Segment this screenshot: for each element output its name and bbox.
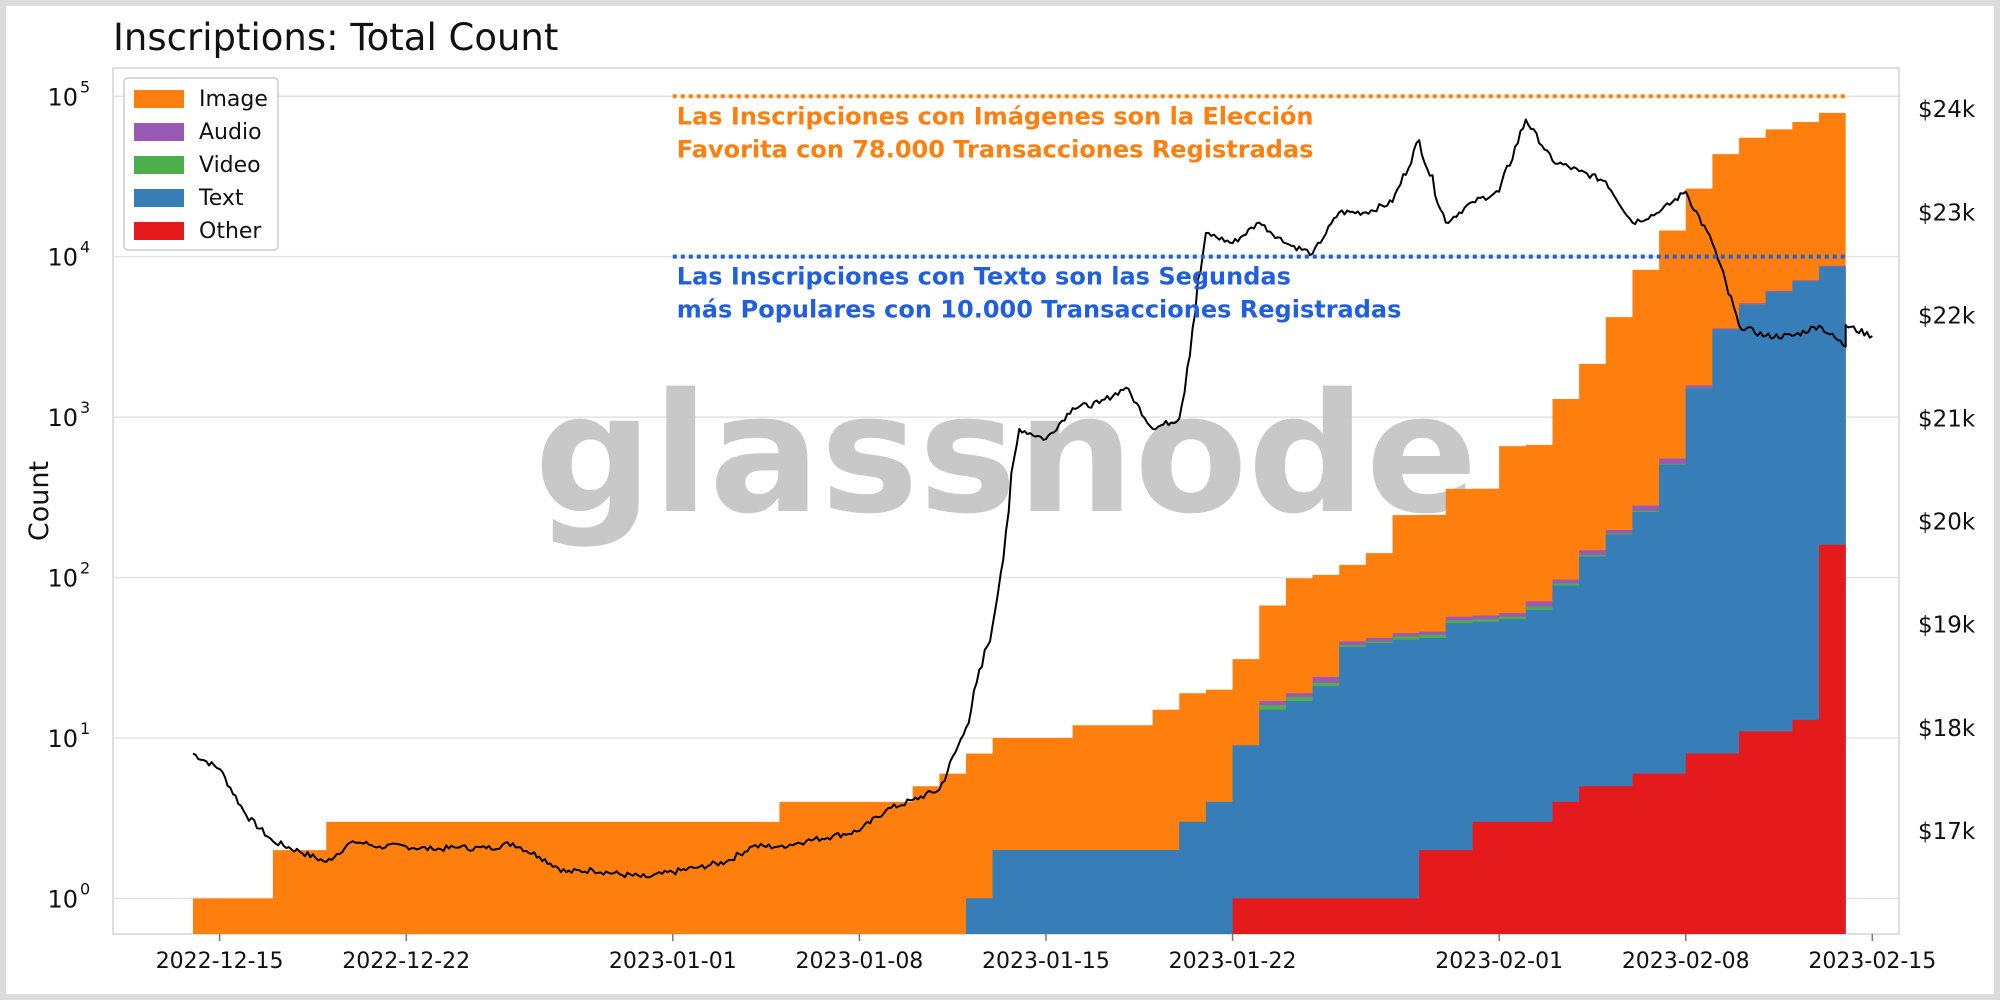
y-tick-exponent: 0 [80,879,90,898]
x-tick-label: 2022-12-22 [342,949,470,974]
y2-tick-label: $17k [1918,819,1976,845]
y-tick-label: 10 [47,83,78,111]
legend: Image Audio Video Text Other [123,77,279,251]
x-tick-label: 2023-01-22 [1169,949,1297,974]
legend-swatch-other [134,222,184,240]
x-axis: 2022-12-15 2022-12-22 2023-01-01 2023-01-08… [156,934,1936,974]
chart-title: Inscriptions: Total Count [113,16,558,59]
y-tick-exponent: 1 [80,719,90,738]
chart-frame: Inscriptions: Total Count glassnode Las … [6,6,1994,994]
y-tick-label: 10 [47,725,78,753]
annotations: Las Inscripciones con Imágenes son la El… [672,94,1846,324]
y2-tick-label: $19k [1918,613,1976,639]
watermark: glassnode [534,358,1477,550]
y2-tick-label: $23k [1918,200,1976,226]
x-tick-label: 2023-02-01 [1435,949,1563,974]
y-tick-label: 10 [47,404,78,432]
y-tick-exponent: 4 [80,238,90,257]
y2-tick-label: $22k [1918,303,1976,329]
legend-swatch-audio [134,123,184,141]
annotation-text-image: Favorita con 78.000 Transacciones Regist… [677,135,1314,163]
right-y-axis: $17k $18k $19k $20k $21k $22k $23k $24k [1918,97,1976,845]
legend-swatch-image [134,90,184,108]
annotation-text-text: más Populares con 10.000 Transacciones R… [677,296,1402,324]
inscriptions-chart: Inscriptions: Total Count glassnode Las … [24,16,1976,974]
area-text [966,255,1846,934]
legend-label-audio: Audio [199,120,262,145]
stacked-areas [192,104,1846,935]
legend-swatch-text [134,189,184,207]
x-tick-label: 2023-01-01 [609,949,737,974]
btc-price-line [192,118,1873,879]
x-tick-label: 2023-02-15 [1808,949,1936,974]
y-tick-label: 10 [47,885,78,913]
y-tick-exponent: 5 [80,77,90,96]
price-line [192,118,1873,879]
y2-tick-label: $18k [1918,716,1976,742]
y-axis-label: Count [24,461,55,541]
y-tick-label: 10 [47,244,78,272]
x-tick-label: 2023-02-08 [1622,949,1750,974]
area-other [1232,540,1846,934]
x-tick-label: 2023-01-08 [795,949,923,974]
legend-label-image: Image [199,87,268,112]
y2-tick-label: $24k [1918,97,1976,123]
legend-label-video: Video [199,153,261,178]
annotation-text-text: Las Inscripciones con Texto son las Segu… [677,263,1291,291]
y-tick-exponent: 2 [80,559,90,578]
y-tick-exponent: 3 [80,398,90,417]
annotation-text-image: Las Inscripciones con Imágenes son la El… [677,102,1314,130]
legend-label-other: Other [199,219,262,244]
y2-tick-label: $21k [1918,407,1976,433]
x-tick-label: 2023-01-15 [982,949,1110,974]
y2-tick-label: $20k [1918,510,1976,536]
legend-swatch-video [134,156,184,174]
legend-label-text: Text [198,186,244,211]
x-tick-label: 2022-12-15 [156,949,284,974]
y-tick-label: 10 [47,565,78,593]
